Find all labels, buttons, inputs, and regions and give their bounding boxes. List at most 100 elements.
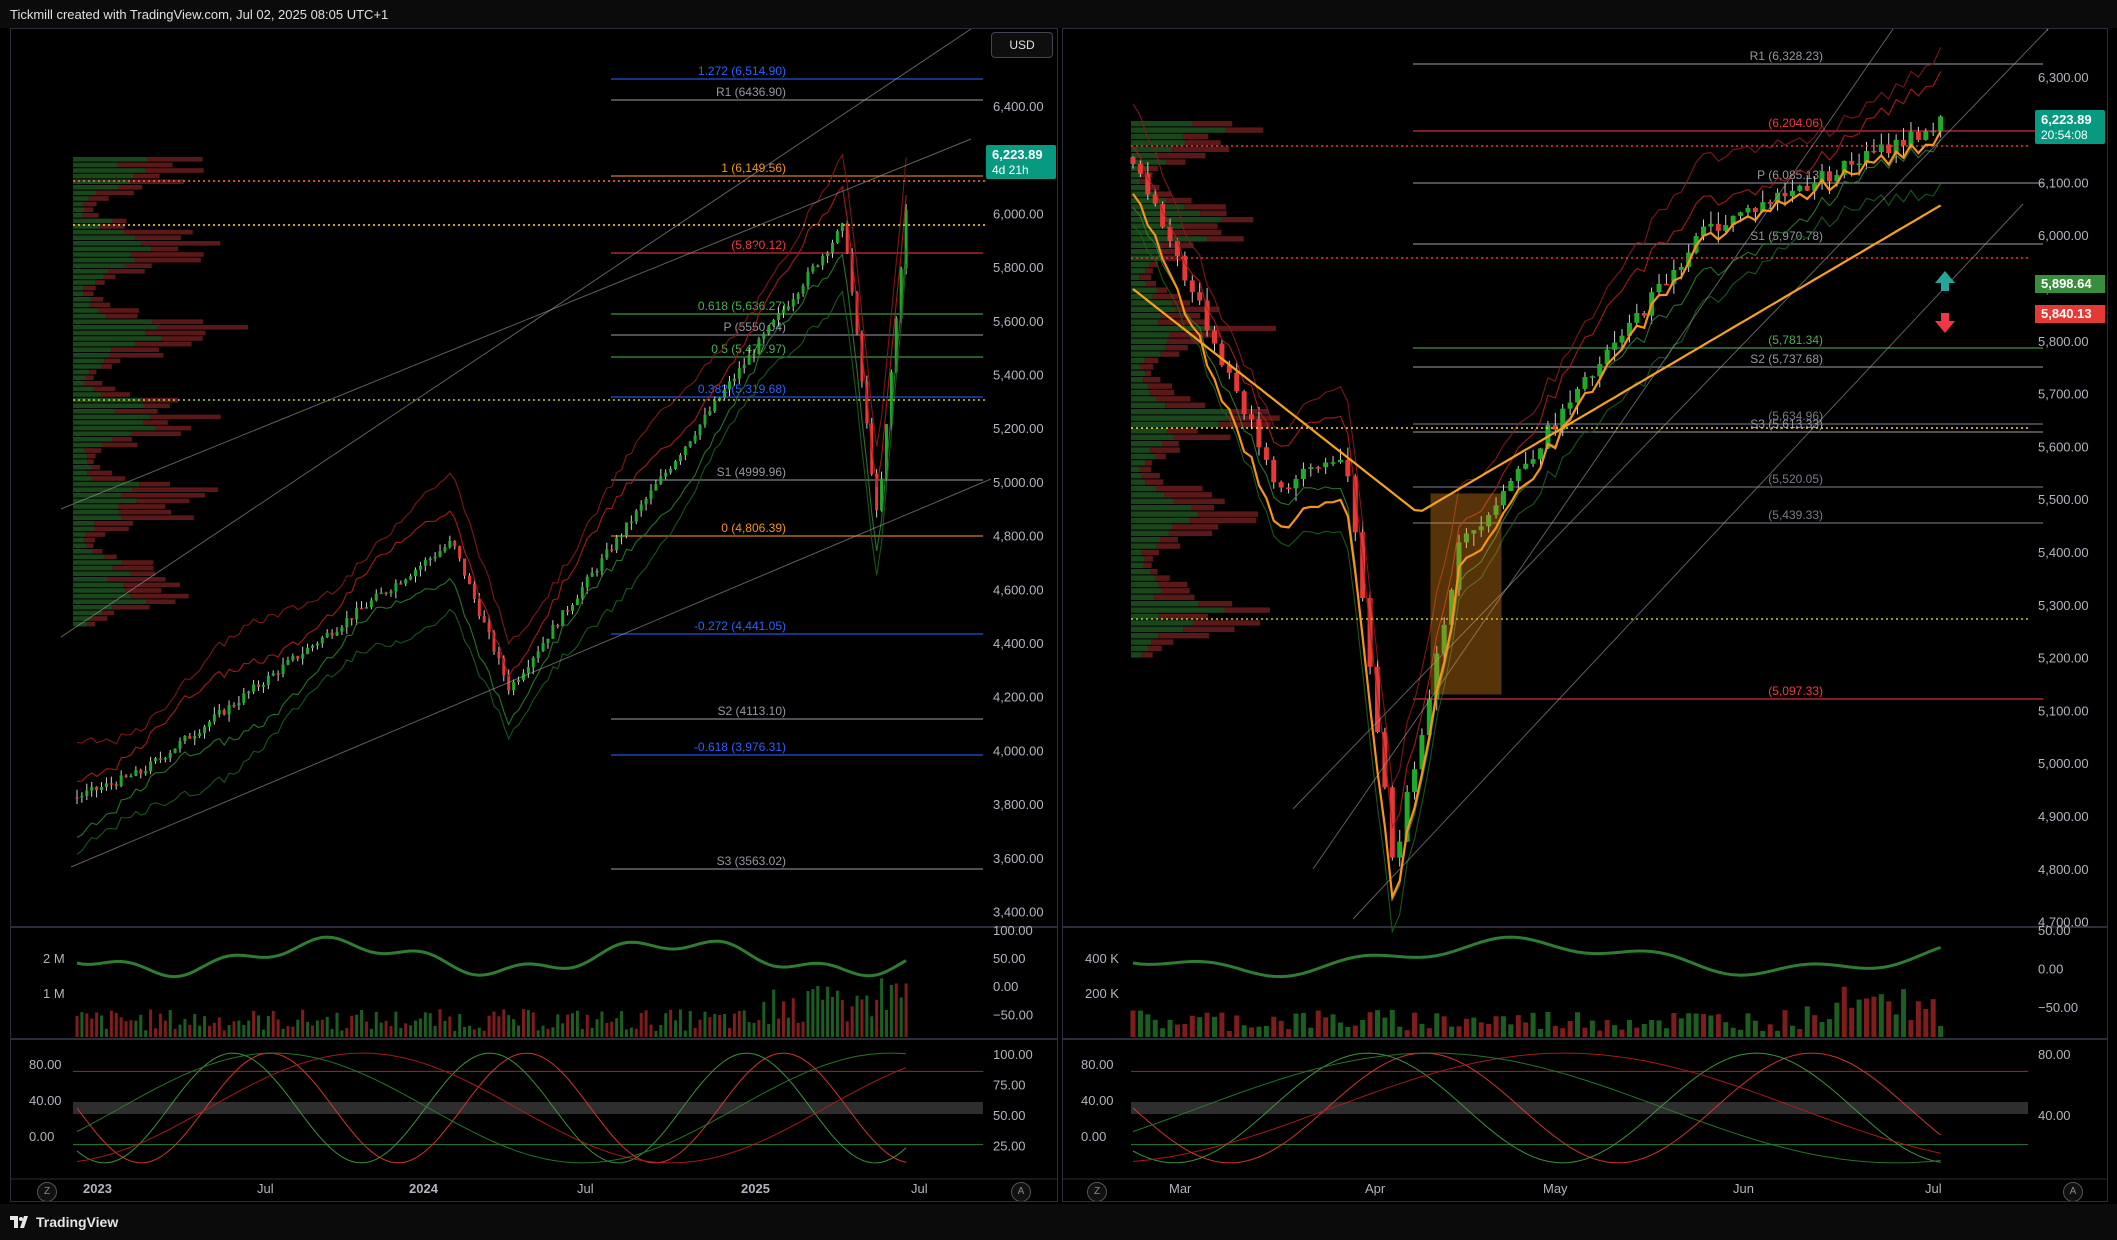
volume-bar: [1915, 1001, 1921, 1037]
candle-down: [463, 558, 467, 576]
candle-down: [865, 381, 869, 424]
volume-profile-bar-down: [1161, 588, 1190, 594]
volume-bar: [801, 1021, 805, 1037]
volume-bar: [1812, 1015, 1818, 1037]
candle-up: [183, 735, 187, 742]
zoom-reset-button-right[interactable]: Z: [1087, 1182, 1107, 1201]
volume-profile-bar-up: [73, 599, 147, 604]
candle-up: [1397, 841, 1403, 858]
auto-scale-button-left[interactable]: A: [1011, 1182, 1031, 1201]
candle-down: [1204, 300, 1210, 331]
volume-profile-bar-up: [73, 224, 101, 229]
candle-up: [811, 266, 815, 272]
volume-bar: [855, 995, 859, 1037]
candle-up: [688, 441, 692, 447]
candle-up: [624, 522, 628, 536]
arrow-down-icon: [1935, 313, 1955, 333]
volume-bar: [1197, 1017, 1203, 1037]
right-chart-canvas[interactable]: 6,400.006,300.006,200.006,100.006,000.00…: [1063, 29, 2107, 1201]
volume-profile-bar-down: [1147, 165, 1159, 172]
volume-bar: [1263, 1025, 1269, 1037]
volume-bar: [845, 1021, 849, 1037]
volume-profile-bar-up: [73, 274, 104, 280]
volume-profile-bar-down: [143, 403, 170, 408]
volume-profile-bar-down: [1190, 517, 1257, 524]
volume-bar: [75, 1015, 79, 1037]
candle-up: [575, 598, 579, 605]
volume-profile-bar-up: [73, 229, 124, 235]
candle-up: [144, 771, 148, 774]
volume-profile-bar-down: [82, 213, 99, 218]
auto-scale-button-right[interactable]: A: [2063, 1182, 2083, 1201]
price-axis-label: 3,400.00: [993, 905, 1044, 920]
volume-bar: [404, 1023, 408, 1037]
volume-bar: [1752, 1020, 1758, 1037]
volume-axis-label: 0.00: [993, 979, 1018, 994]
volume-bar: [723, 1013, 727, 1037]
volume-profile-bar-down: [1145, 460, 1152, 466]
moving-average-slow: [1132, 204, 1942, 512]
candle-up: [826, 252, 830, 256]
volume-axis-label: 100.00: [993, 923, 1033, 938]
level-label: (6,204.06): [1768, 116, 1823, 130]
volume-profile-bar-down: [1211, 325, 1276, 332]
candle-down: [158, 758, 162, 760]
volume-bar: [389, 1026, 393, 1037]
candle-up: [517, 679, 521, 683]
volume-profile-bar-down: [1183, 626, 1235, 632]
volume-profile-bar-down: [1157, 191, 1172, 197]
volume-profile-bar-up: [1131, 633, 1159, 639]
stoch-left-axis-label: 80.00: [29, 1057, 62, 1072]
volume-bar: [448, 1016, 452, 1037]
range-highlight-box: [1430, 493, 1502, 695]
candle-up: [1575, 388, 1581, 403]
candle-up: [423, 560, 427, 566]
volume-profile-bar-up: [73, 515, 122, 520]
candle-up: [1337, 459, 1343, 463]
candle-up: [1567, 402, 1573, 409]
left-chart-pane[interactable]: 6,400.006,200.006,000.005,800.005,600.00…: [10, 28, 1058, 1202]
header-title: Tickmill created with TradingView.com, J…: [10, 7, 389, 22]
volume-bar: [762, 1001, 766, 1037]
volume-profile-bar-down: [112, 437, 132, 442]
volume-profile-bar-down: [91, 297, 104, 302]
volume-profile-bar-down: [1231, 409, 1269, 415]
volume-axis-label: 0.00: [2038, 962, 2063, 977]
candle-up: [1300, 468, 1306, 480]
volume-bar: [227, 1025, 231, 1037]
currency-button[interactable]: USD: [991, 32, 1053, 58]
candle-down: [1782, 192, 1788, 197]
price-axis-label: 5,300.00: [2038, 598, 2089, 613]
candle-down: [1767, 202, 1773, 204]
candle-up: [1493, 505, 1499, 515]
price-axis-label: 5,200.00: [993, 421, 1044, 436]
candle-up: [831, 242, 835, 253]
price-axis-label: 3,800.00: [993, 797, 1044, 812]
volume-bar: [1604, 1020, 1610, 1037]
volume-bar: [252, 1010, 256, 1037]
volume-profile-bar-up: [73, 588, 126, 593]
volume-bar: [727, 1028, 731, 1037]
candle-up: [796, 293, 800, 300]
right-chart-pane[interactable]: 6,400.006,300.006,200.006,100.006,000.00…: [1062, 28, 2108, 1202]
volume-bar: [904, 983, 908, 1037]
volume-profile-bar-up: [1131, 511, 1199, 517]
candle-up: [409, 576, 413, 580]
volume-profile-bar-down: [1221, 217, 1254, 223]
candle-up: [340, 627, 344, 632]
volume-profile-bar-up: [73, 526, 95, 532]
volume-profile-bar-down: [84, 537, 95, 543]
left-chart-canvas[interactable]: 6,400.006,200.006,000.005,800.005,600.00…: [11, 29, 1057, 1201]
tradingview-logo[interactable]: TradingView: [10, 1214, 118, 1230]
trend-channel-line: [1312, 29, 1894, 870]
candle-up: [1471, 530, 1477, 534]
volume-profile-bar-down: [83, 285, 96, 291]
candle-up: [364, 607, 368, 609]
zoom-reset-button-left[interactable]: Z: [37, 1182, 57, 1201]
volume-bar: [688, 1010, 692, 1037]
volume-profile-bar-down: [1145, 479, 1164, 485]
price-axis-label: 5,600.00: [993, 314, 1044, 329]
volume-bar: [732, 1013, 736, 1037]
footer-bar: TradingView: [0, 1204, 2117, 1240]
candle-down: [1915, 131, 1921, 140]
